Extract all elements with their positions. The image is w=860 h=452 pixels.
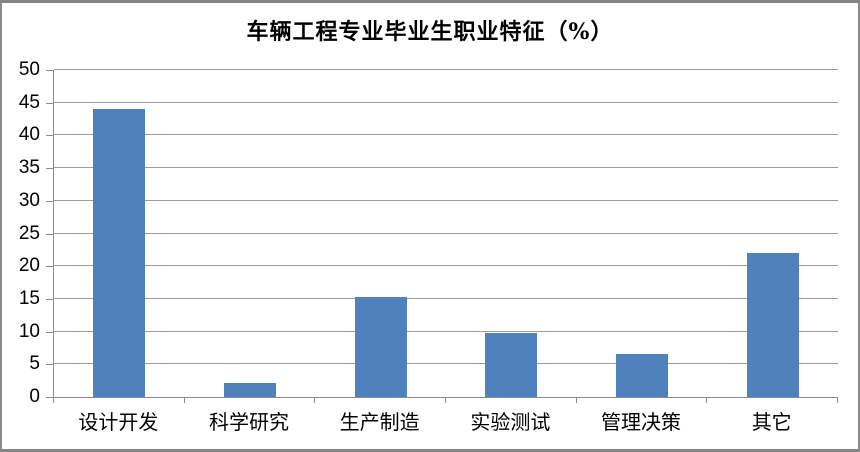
x-axis: 设计开发 科学研究 生产制造 实验测试 管理决策 其它 [53,406,837,435]
gridline [54,297,838,299]
bar [616,353,668,397]
y-tick-mark [46,135,53,137]
y-tick-label: 25 [18,222,40,244]
y-tick-label: 10 [18,320,40,342]
x-tick-mark [53,398,54,403]
x-tick-mark [314,398,316,403]
x-axis-label: 科学研究 [209,410,289,434]
x-tick-mark [183,398,185,403]
y-tick-label: 40 [18,124,40,146]
x-tick-mark [706,398,708,403]
y-tick-label: 50 [18,59,40,80]
gridline [54,199,838,201]
y-tick-label: 35 [18,157,40,179]
x-axis-label: 生产制造 [339,410,420,434]
gridline [54,167,838,169]
y-tick-mark [46,364,53,366]
bar [224,382,276,397]
gridline [54,232,838,234]
x-axis-label: 其它 [751,410,792,434]
y-tick-mark [46,70,53,71]
gridline [54,330,838,332]
gridline [54,363,838,365]
y-tick-label: 15 [18,287,40,309]
y-tick-mark [46,298,53,300]
x-axis-label: 管理决策 [601,410,682,434]
x-tick-mark [575,398,577,403]
bar [485,332,538,397]
y-tick-label: 20 [18,255,40,277]
y-tick-mark [46,233,53,235]
gridline [54,101,838,103]
gridline [54,69,838,70]
y-tick-label: 45 [18,91,40,113]
y-axis: 0 5 10 15 20 25 30 35 40 45 50 [2,59,40,407]
bar [746,253,799,397]
x-tick-mark [837,398,838,403]
y-tick-label: 5 [29,353,40,375]
x-axis-label: 实验测试 [470,410,551,434]
y-tick-mark [46,102,53,104]
bar [93,109,146,397]
y-tick-mark [46,266,53,268]
gridline [54,265,838,267]
x-tick-mark [445,398,446,403]
y-tick-mark [46,331,53,333]
y-tick-label: 30 [18,189,40,211]
y-tick-mark [46,168,53,170]
plot-area [53,69,838,398]
y-tick-mark [46,397,53,398]
y-tick-mark [46,200,53,202]
y-tick-label: 0 [29,386,40,407]
chart-title: 车辆工程专业毕业生职业特征（%） [246,19,614,45]
gridline [54,134,838,136]
bar [354,296,407,397]
x-axis-label: 设计开发 [78,410,159,434]
